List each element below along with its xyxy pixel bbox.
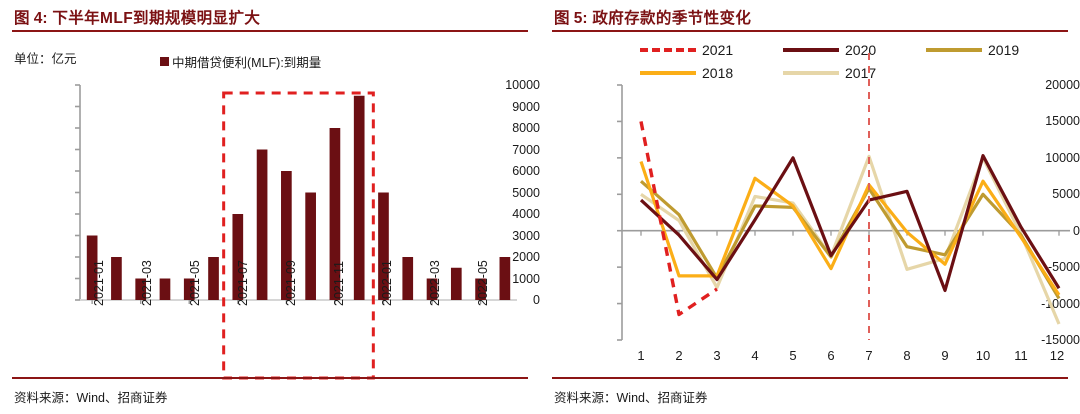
y-tick-label: 4000: [512, 207, 540, 221]
legend-line-icon: [640, 71, 696, 75]
x-tick-label: 11: [1014, 348, 1028, 363]
series-line-2019: [639, 179, 1061, 300]
bar: [402, 257, 414, 300]
figure-4-legend-label: 中期借贷便利(MLF):到期量: [172, 56, 322, 70]
bar: [329, 128, 341, 300]
bar: [183, 278, 195, 300]
highlight-box: [222, 91, 375, 380]
x-tick-label: 2022-01: [380, 260, 394, 306]
legend-line-icon: [783, 71, 839, 75]
y-tick-label: 9000: [512, 99, 540, 114]
figure-4-index: 图 4:: [14, 10, 48, 27]
bar: [86, 235, 98, 300]
figure-5-panel: 图 5: 政府存款的季节性变化 资料来源：Wind、招商证券: [540, 0, 1080, 414]
legend-line-icon: [783, 48, 839, 52]
y-tick-label: 1000: [512, 271, 540, 286]
x-tick-label: 2021-11: [332, 261, 346, 306]
x-tick-label: 4: [751, 348, 759, 363]
bar: [111, 257, 122, 300]
x-tick-label: 12: [1049, 348, 1065, 363]
figure-4-legend: 中期借贷便利(MLF):到期量: [160, 52, 321, 71]
bar: [208, 257, 219, 300]
series-line-2021: [639, 121, 718, 317]
y-tick-label: -5000: [1048, 260, 1080, 275]
y-tick-label: 5000: [512, 185, 540, 200]
x-tick-label: 2021-09: [284, 260, 298, 306]
bar: [256, 149, 268, 300]
figure-4-source: 资料来源：Wind、招商证券: [14, 391, 168, 405]
figure-5-index: 图 5:: [554, 10, 588, 27]
figure-5-source: 资料来源：Wind、招商证券: [554, 391, 708, 405]
x-tick-label: 10: [975, 348, 991, 363]
figure-4-title: 图 4: 下半年MLF到期规模明显扩大: [14, 6, 526, 28]
bar: [499, 257, 511, 300]
y-tick-label: 15000: [1045, 114, 1080, 129]
bar: [475, 278, 486, 300]
series-line-2020: [639, 154, 1061, 293]
y-tick-label: 10000: [1045, 150, 1080, 165]
bar: [281, 171, 292, 300]
y-tick-label: 20000: [1045, 78, 1080, 92]
figure-4-footer-rule: [12, 377, 528, 379]
figure-5-footer-rule: [552, 377, 1068, 379]
y-tick-label: -15000: [1041, 333, 1080, 347]
bar: [305, 192, 316, 300]
x-tick-label: 2021-03: [140, 260, 154, 306]
bar: [232, 214, 244, 300]
legend-label: 2019: [988, 42, 1020, 58]
bar: [353, 95, 365, 300]
figure-4-plot: 10000 9000 8000 7000 6000 5000 4000 3000…: [75, 78, 540, 380]
x-tick-label: 8: [903, 348, 911, 363]
figure-5-title-text: 政府存款的季节性变化: [592, 10, 752, 27]
figure-5-title-rule: [552, 30, 1068, 32]
y-tick-label: 7000: [512, 142, 540, 157]
figure-4-bar-canvas: [75, 84, 517, 380]
x-tick-label: 2022-05: [476, 260, 490, 306]
y-tick-label: 8000: [512, 121, 540, 135]
y-tick-label: 5000: [1052, 187, 1080, 202]
bar: [378, 192, 389, 300]
y-tick-label: 3000: [512, 228, 540, 243]
legend-label: 2018: [702, 65, 734, 81]
x-tick-label: 2: [675, 348, 683, 363]
legend-line-dashed-icon: [640, 48, 696, 52]
y-tick-label: 0: [533, 293, 540, 307]
legend-item-2021[interactable]: 2021: [640, 42, 783, 58]
y-tick-label: 2000: [512, 250, 540, 264]
figure-4-unit-label: 单位：亿元: [14, 52, 77, 66]
figure-4-title-text: 下半年MLF到期规模明显扩大: [52, 10, 261, 27]
legend-label: 2021: [702, 42, 734, 58]
x-tick-label: 7: [865, 348, 873, 363]
x-tick-label: 2021-07: [236, 260, 250, 306]
x-tick-label: 3: [713, 348, 721, 363]
figure-5-line-canvas: [617, 53, 1070, 341]
x-tick-label: 2021-01: [92, 260, 106, 306]
bar: [159, 278, 171, 300]
y-tick-label: 10000: [505, 78, 540, 92]
x-tick-label: 5: [789, 348, 797, 363]
legend-swatch-icon: [160, 57, 169, 66]
figure-5-title: 图 5: 政府存款的季节性变化: [554, 6, 1066, 28]
x-tick-label: 1: [637, 348, 645, 363]
x-tick-label: 2021-05: [188, 260, 202, 306]
y-tick-label: 0: [1073, 223, 1080, 238]
x-tick-label: 9: [941, 348, 949, 363]
legend-item-2019[interactable]: 2019: [926, 42, 1069, 58]
figure-5-plot: 20000 15000 10000 5000 0 -5000 -10000 -1…: [540, 0, 1080, 414]
bar: [450, 267, 462, 300]
x-tick-label: 6: [827, 348, 835, 363]
figure-4-panel: 图 4: 下半年MLF到期规模明显扩大 单位：亿元 中期借贷便利(MLF):到期…: [12, 6, 540, 405]
bar: [135, 278, 147, 300]
bar: [426, 278, 438, 300]
figure-4-title-rule: [12, 30, 528, 32]
legend-line-icon: [926, 48, 982, 52]
legend-item-2018[interactable]: 2018: [640, 65, 783, 81]
x-tick-label: 2022-03: [428, 260, 442, 306]
y-tick-label: 6000: [512, 164, 540, 178]
